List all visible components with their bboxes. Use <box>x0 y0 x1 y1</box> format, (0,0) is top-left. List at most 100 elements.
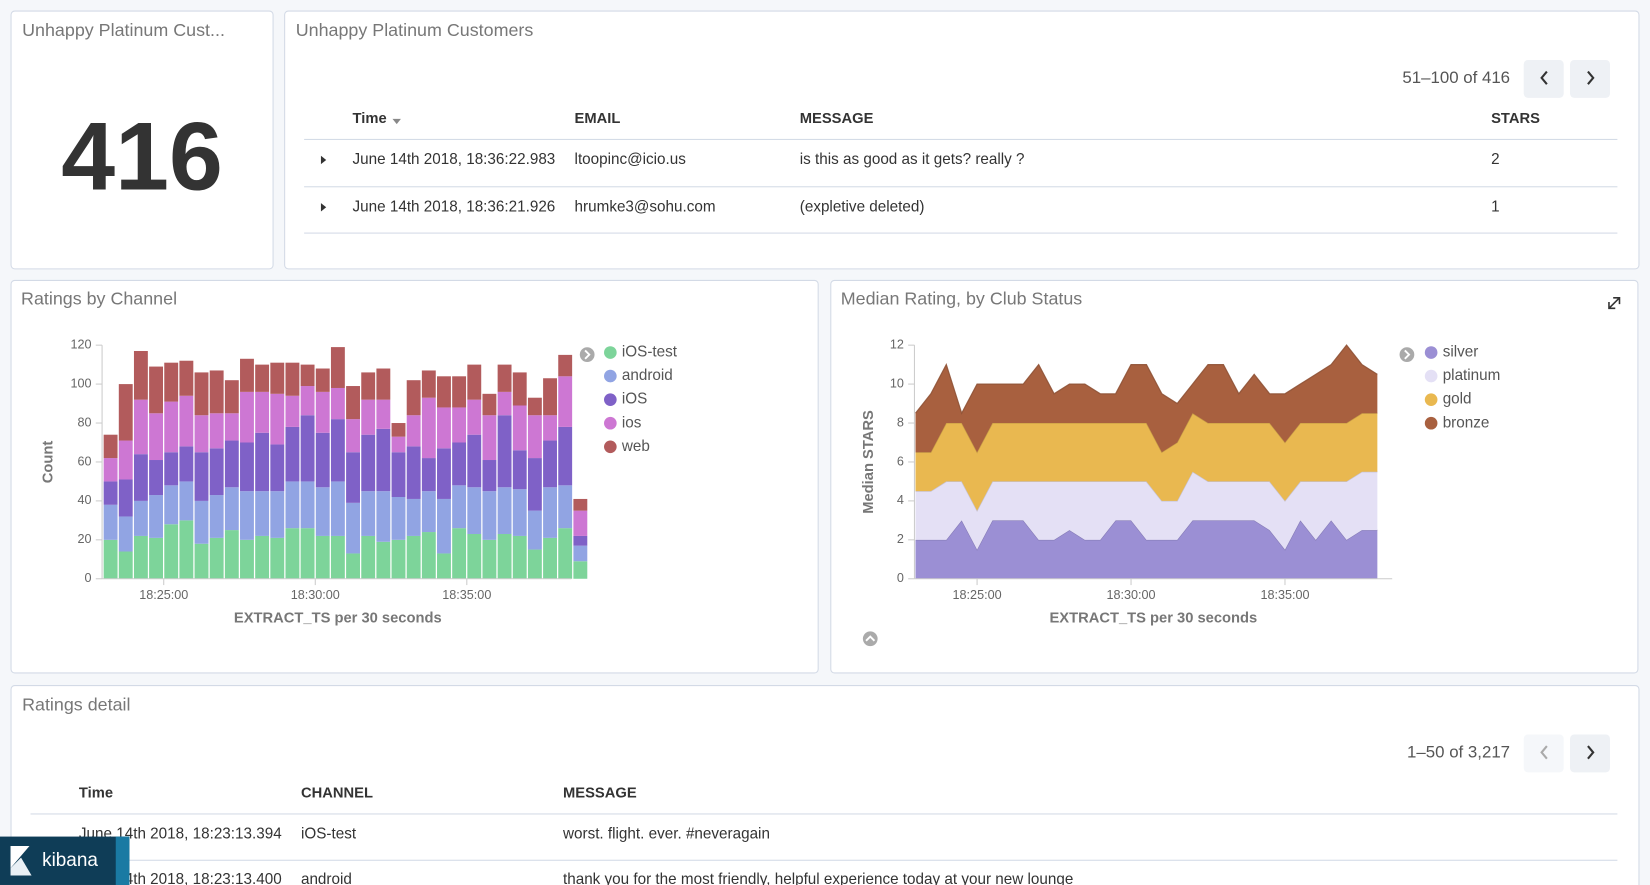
bar-segment <box>558 485 573 529</box>
legend-label[interactable]: android <box>622 367 673 384</box>
bar-segment <box>103 504 118 540</box>
table-cell: ltoopinc@icio.us <box>574 151 686 169</box>
bar-segment <box>346 452 360 503</box>
bar-segment <box>543 440 557 488</box>
bar-segment <box>361 399 376 435</box>
x-tick-label: 18:25:00 <box>139 588 188 602</box>
bar-segment <box>285 426 300 482</box>
metric-panel: Unhappy Platinum Cust... 416 <box>10 10 274 270</box>
bar-segment <box>194 372 209 416</box>
bar-segment <box>452 407 467 443</box>
bar-segment <box>255 491 270 536</box>
bar-segment <box>179 520 194 579</box>
bar-segment <box>497 364 512 392</box>
bar-segment <box>512 535 527 579</box>
bar-segment <box>133 535 148 579</box>
legend-label[interactable]: iOS-test <box>622 344 678 361</box>
collapse-toggle[interactable] <box>862 631 878 647</box>
column-header: MESSAGE <box>562 783 637 801</box>
bar-segment <box>527 549 542 579</box>
bar-segment <box>315 391 330 433</box>
panel-title: Unhappy Platinum Cust... <box>22 19 225 40</box>
legend-label[interactable]: ios <box>622 414 642 431</box>
table-cell: is this as good as it gets? really ? <box>799 151 1025 169</box>
legend-label[interactable]: silver <box>1443 344 1479 361</box>
bar-segment <box>361 491 376 536</box>
kibana-badge[interactable]: kibana <box>0 836 130 885</box>
next-button[interactable] <box>1570 734 1611 773</box>
legend-label[interactable]: bronze <box>1443 414 1490 431</box>
badge-label: kibana <box>42 849 98 871</box>
bar-segment <box>421 532 436 579</box>
bar-segment <box>133 350 148 400</box>
bar-segment <box>330 387 345 420</box>
bar-segment <box>482 491 497 540</box>
area <box>915 345 1378 453</box>
bar-segment <box>164 524 179 579</box>
bar-segment <box>224 380 239 414</box>
bar-segment <box>421 491 436 533</box>
sort-and-expand-icons <box>320 118 401 212</box>
y-tick-label: 100 <box>71 376 92 390</box>
bar-segment <box>467 434 482 488</box>
bar-segment <box>270 444 285 492</box>
chart-title: Ratings by Channel <box>21 289 177 309</box>
bar-segment <box>209 413 224 449</box>
bar-segment <box>527 415 542 459</box>
legend-label[interactable]: gold <box>1443 391 1472 408</box>
legend-label[interactable]: iOS <box>622 391 647 408</box>
bar-segment <box>270 362 285 394</box>
legend-swatch <box>1424 416 1438 430</box>
bar-segment <box>209 537 224 579</box>
bar-segment <box>255 364 270 392</box>
table-cell: 1 <box>1491 198 1500 216</box>
legend-label[interactable]: web <box>621 438 650 455</box>
bar-segment <box>149 366 164 414</box>
bar-segment <box>391 436 406 453</box>
legend-label[interactable]: platinum <box>1443 367 1501 384</box>
bar-segment <box>179 395 194 447</box>
bar-segment <box>300 481 315 529</box>
bar-segment <box>482 539 497 579</box>
bar-segment <box>270 537 285 579</box>
bar-segment <box>209 495 224 538</box>
legend-toggle[interactable] <box>1399 347 1415 362</box>
y-tick-label: 10 <box>890 376 904 390</box>
table-cell: 2 <box>1491 151 1500 169</box>
x-tick-label: 18:35:00 <box>442 588 491 602</box>
bar-segment <box>103 481 118 505</box>
bar-segment <box>543 487 557 538</box>
bar-segment <box>391 539 406 579</box>
kibana-logo <box>10 846 32 876</box>
bar-segment <box>376 491 391 542</box>
bar-segment <box>376 428 391 492</box>
bar-segment <box>240 391 254 443</box>
bar-segment <box>558 354 573 377</box>
bar-segment <box>361 372 376 400</box>
bar-segment <box>270 491 285 538</box>
y-tick-label: 20 <box>78 532 92 546</box>
next-button[interactable] <box>1570 59 1611 98</box>
bar-segment <box>209 448 224 496</box>
y-tick-label: 0 <box>897 571 904 585</box>
table-cell: June 14th 2018, 18:36:21.926 <box>352 198 556 216</box>
y-tick-label: 60 <box>78 454 92 468</box>
area <box>915 471 1378 550</box>
area <box>915 413 1378 511</box>
bar-segment <box>421 458 436 492</box>
table-cell: June 14th 2018, 18:23:13.400 <box>78 871 282 885</box>
legend-toggle[interactable] <box>579 347 595 362</box>
icons <box>1540 70 1621 760</box>
bar-segment <box>240 358 254 392</box>
bar-segment <box>315 487 330 536</box>
bar-segment <box>285 395 300 427</box>
bar-segment <box>467 533 482 579</box>
bar-segment <box>255 432 270 492</box>
area-line <box>915 344 1378 415</box>
bar-segment <box>376 399 391 429</box>
x-tick-label: 18:30:00 <box>291 588 340 602</box>
bar-segment <box>482 415 497 461</box>
bar-segment <box>315 432 330 488</box>
x-tick-label: 18:25:00 <box>953 588 1002 602</box>
